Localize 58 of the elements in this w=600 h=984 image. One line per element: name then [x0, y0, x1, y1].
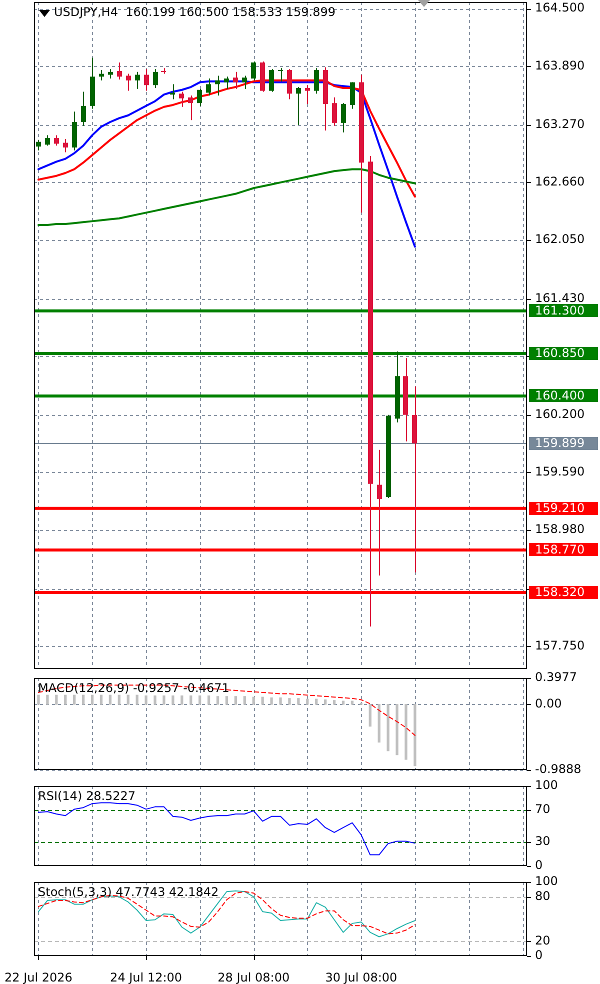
bar	[90, 694, 94, 705]
bar	[297, 698, 300, 705]
bar	[288, 698, 291, 705]
y-tick-label: 0.3977	[535, 670, 577, 684]
bar	[154, 695, 156, 705]
y-tick-label: -0.9888	[535, 762, 582, 776]
bar	[332, 700, 336, 705]
y-tick-label: 30	[535, 834, 550, 848]
candlestick	[36, 139, 41, 151]
y-tick-label: 20	[535, 933, 550, 948]
bar	[279, 697, 282, 705]
bar	[198, 695, 202, 705]
bar	[172, 695, 174, 705]
x-tick-label: 22 Jul 2026	[4, 970, 72, 984]
bar	[234, 696, 238, 705]
bar	[350, 700, 354, 705]
bar	[37, 694, 40, 705]
bar	[100, 694, 103, 705]
bar	[342, 700, 345, 705]
bar	[414, 704, 416, 766]
chart-title: RSI(14) 28.5227	[38, 789, 136, 804]
bar	[404, 704, 408, 760]
bar	[46, 694, 49, 705]
bar	[396, 704, 398, 756]
bar	[64, 694, 67, 705]
bar	[190, 695, 192, 705]
bar	[180, 695, 184, 705]
y-tick-label: 70	[535, 802, 550, 816]
bar	[162, 695, 166, 705]
bar	[126, 694, 130, 705]
bar	[225, 696, 228, 705]
y-tick-label: 80	[535, 888, 550, 903]
bar	[73, 694, 76, 705]
y-tick-label: 100	[535, 874, 558, 888]
bar	[261, 696, 264, 705]
y-tick-label: 100	[535, 778, 558, 792]
line-series	[38, 684, 416, 736]
bar	[368, 704, 372, 727]
y-tick-label: 0.00	[535, 696, 562, 711]
bar	[378, 704, 380, 743]
bar	[270, 697, 273, 705]
candlestick	[45, 134, 50, 146]
bar	[118, 694, 120, 705]
bar	[386, 704, 390, 752]
bar	[108, 694, 112, 705]
x-tick-label: 28 Jul 08:00	[218, 970, 290, 984]
bar	[243, 696, 246, 705]
bar	[207, 695, 210, 705]
bar	[55, 694, 58, 705]
chart-title: Stoch(5,3,3) 47.7743 42.1842	[38, 885, 219, 900]
x-tick-label: 24 Jul 12:00	[110, 970, 182, 984]
bar	[136, 694, 138, 705]
bar	[216, 696, 220, 705]
y-tick-label: 0	[535, 948, 543, 962]
x-tick-label: 30 Jul 08:00	[325, 970, 398, 984]
bar	[144, 695, 148, 705]
y-tick-label: 0	[535, 858, 543, 872]
bar	[82, 694, 85, 705]
